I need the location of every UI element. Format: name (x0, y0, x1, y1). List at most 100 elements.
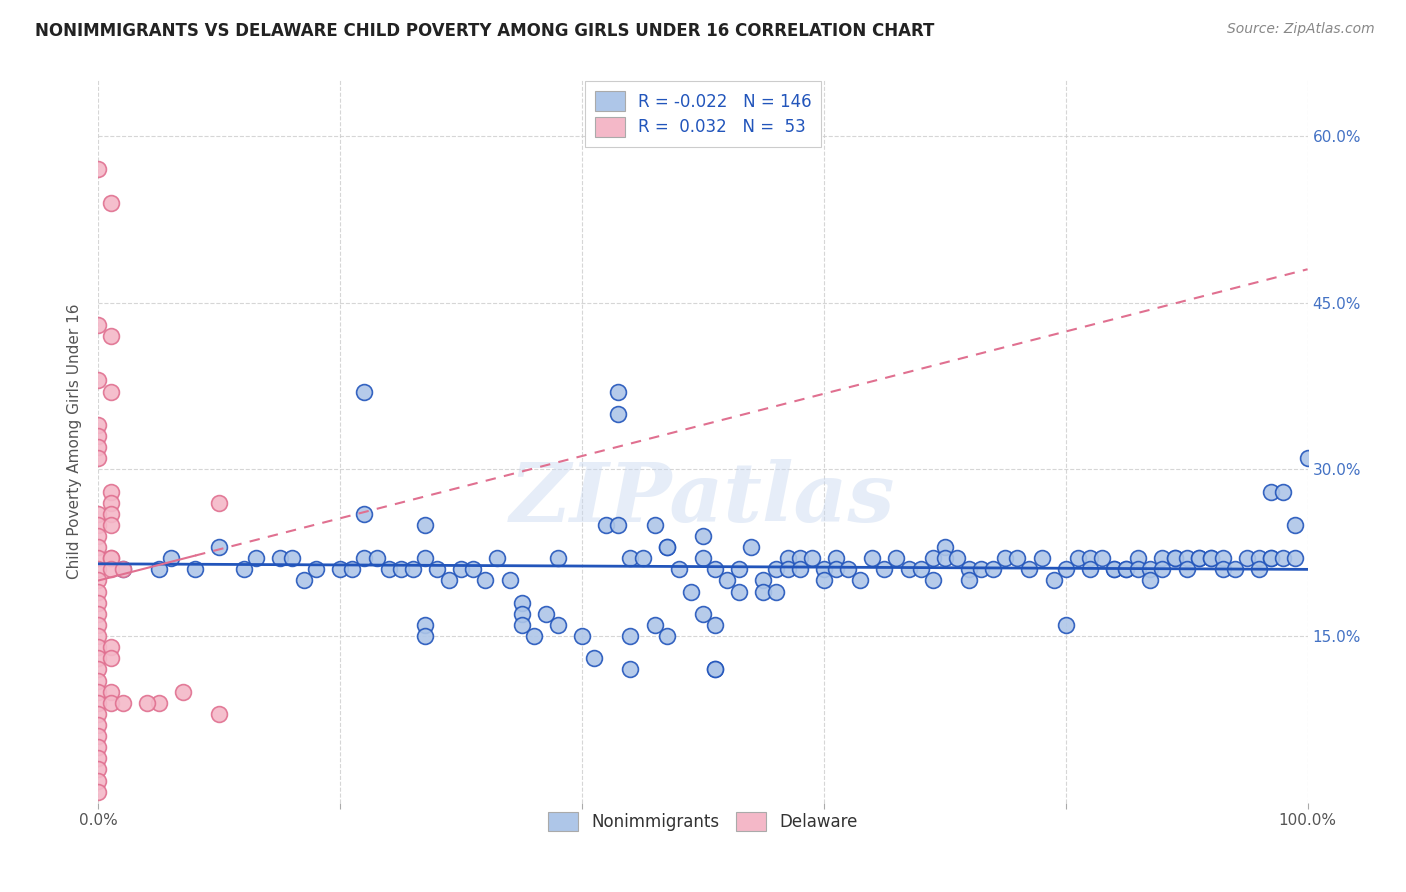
Point (87, 684, 110, 698)
Point (87, 640, 110, 655)
Point (1078, 551, 1101, 566)
Point (450, 562, 472, 576)
Point (1042, 574, 1064, 588)
Point (740, 540, 762, 554)
Point (100, 651, 122, 665)
Point (87, 751, 110, 765)
Point (329, 562, 352, 576)
Point (825, 551, 848, 566)
Point (981, 562, 1004, 576)
Point (135, 696, 157, 710)
Point (184, 562, 207, 576)
Point (87, 451, 110, 466)
Point (100, 684, 122, 698)
Point (849, 574, 872, 588)
Point (269, 551, 291, 566)
Point (1139, 562, 1161, 576)
Point (571, 629, 593, 643)
Point (813, 562, 835, 576)
Point (1078, 562, 1101, 576)
Point (87, 417, 110, 432)
Point (934, 551, 956, 566)
Point (813, 574, 835, 588)
Point (1284, 517, 1306, 532)
Point (87, 763, 110, 777)
Point (87, 607, 110, 621)
Point (789, 551, 811, 566)
Point (87, 507, 110, 521)
Point (583, 651, 606, 665)
Point (245, 551, 267, 566)
Point (208, 540, 231, 554)
Point (87, 529, 110, 543)
Point (1152, 551, 1174, 566)
Point (776, 551, 799, 566)
Point (111, 696, 134, 710)
Point (523, 629, 546, 643)
Point (1152, 562, 1174, 576)
Point (87, 540, 110, 554)
Point (463, 562, 485, 576)
Point (172, 684, 194, 698)
Point (100, 484, 122, 499)
Point (800, 551, 823, 566)
Point (619, 551, 641, 566)
Point (100, 551, 122, 566)
Point (208, 496, 231, 510)
Point (353, 507, 375, 521)
Point (886, 551, 908, 566)
Point (692, 551, 714, 566)
Point (87, 651, 110, 665)
Point (232, 562, 254, 576)
Point (437, 574, 460, 588)
Point (873, 562, 896, 576)
Point (148, 562, 170, 576)
Point (1188, 551, 1211, 566)
Point (921, 574, 943, 588)
Point (160, 551, 183, 566)
Point (607, 517, 630, 532)
Point (547, 551, 569, 566)
Point (426, 562, 449, 576)
Point (87, 429, 110, 443)
Point (87, 318, 110, 332)
Point (1175, 551, 1198, 566)
Point (1199, 551, 1222, 566)
Point (1018, 562, 1040, 576)
Point (1199, 551, 1222, 566)
Point (281, 551, 304, 566)
Point (704, 618, 727, 632)
Point (100, 551, 122, 566)
Point (1067, 551, 1090, 566)
Text: NONIMMIGRANTS VS DELAWARE CHILD POVERTY AMONG GIRLS UNDER 16 CORRELATION CHART: NONIMMIGRANTS VS DELAWARE CHILD POVERTY … (35, 22, 935, 40)
Point (607, 384, 630, 399)
Point (486, 551, 509, 566)
Point (100, 517, 122, 532)
Point (111, 562, 134, 576)
Point (87, 517, 110, 532)
Point (148, 696, 170, 710)
Point (825, 562, 848, 576)
Point (498, 574, 520, 588)
Point (1212, 551, 1234, 566)
Point (704, 662, 727, 676)
Point (1188, 551, 1211, 566)
Point (644, 618, 666, 632)
Point (619, 629, 641, 643)
Point (389, 562, 412, 576)
Point (789, 562, 811, 576)
Point (100, 640, 122, 655)
Point (292, 574, 315, 588)
Point (87, 718, 110, 732)
Point (87, 162, 110, 177)
Point (1260, 551, 1282, 566)
Point (776, 562, 799, 576)
Point (1054, 618, 1077, 632)
Point (87, 618, 110, 632)
Point (87, 584, 110, 599)
Point (1102, 562, 1125, 576)
Point (752, 584, 775, 599)
Point (1139, 574, 1161, 588)
Point (1163, 551, 1185, 566)
Point (87, 740, 110, 755)
